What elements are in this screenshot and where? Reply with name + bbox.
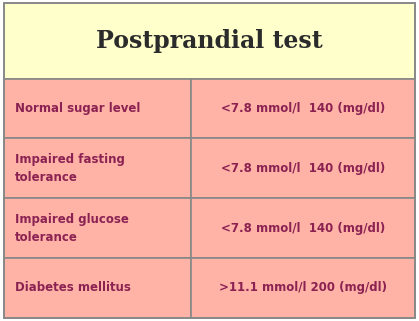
Text: >11.1 mmol/l 200 (mg/dl): >11.1 mmol/l 200 (mg/dl) [219, 282, 387, 294]
Text: Impaired glucose
tolerance: Impaired glucose tolerance [15, 213, 129, 244]
Bar [191, 79, 415, 138]
Text: Normal sugar level: Normal sugar level [15, 102, 140, 115]
Bar [4, 3, 415, 79]
Text: <7.8 mmol/l  140 (mg/dl): <7.8 mmol/l 140 (mg/dl) [220, 221, 385, 235]
Bar [191, 198, 415, 258]
Bar [4, 138, 191, 198]
Bar [4, 198, 191, 258]
Bar [4, 258, 191, 318]
Text: <7.8 mmol/l  140 (mg/dl): <7.8 mmol/l 140 (mg/dl) [220, 162, 385, 175]
Bar [191, 138, 415, 198]
Text: Impaired fasting
tolerance: Impaired fasting tolerance [15, 153, 124, 184]
Bar [191, 258, 415, 318]
Text: Diabetes mellitus: Diabetes mellitus [15, 282, 131, 294]
Bar [4, 79, 191, 138]
Text: <7.8 mmol/l  140 (mg/dl): <7.8 mmol/l 140 (mg/dl) [220, 102, 385, 115]
Text: Postprandial test: Postprandial test [96, 29, 323, 53]
